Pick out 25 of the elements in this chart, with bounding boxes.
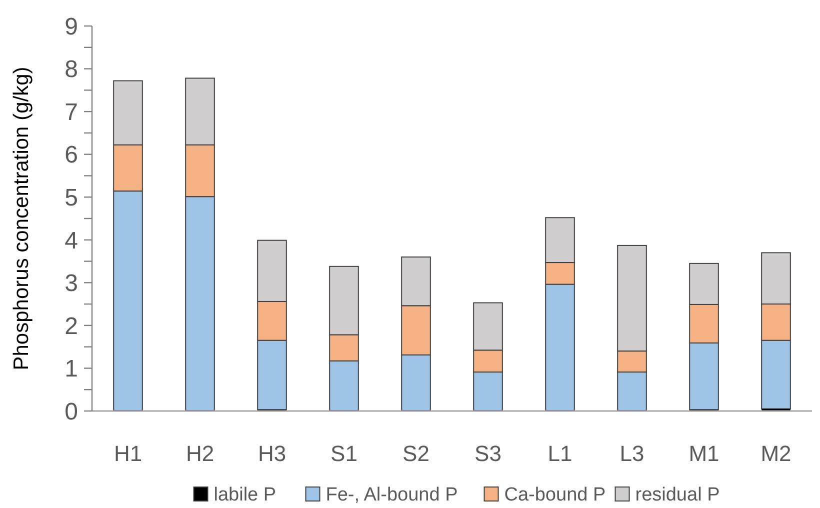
y-tick-label: 4 [64,227,78,254]
x-tick-label: L1 [548,441,572,466]
x-tick-label: S3 [474,441,502,466]
legend-label: residual P [635,484,720,506]
y-tick-label: 1 [64,356,78,383]
legend-label: Fe-, Al-bound P [326,484,458,506]
y-tick-label: 0 [64,398,78,426]
x-tick-label: H2 [186,441,214,466]
x-tick-label: L3 [620,441,644,466]
x-tick-label: S1 [330,441,358,466]
y-tick-label: 9 [64,13,78,40]
y-tick-label: 7 [64,98,78,126]
y-tick-label: 6 [64,142,78,169]
legend-label: labile P [214,484,276,506]
y-tick-label: 2 [64,312,78,340]
x-tick-label: H3 [258,441,286,466]
x-tick-label: M2 [760,441,792,466]
legend-label: Ca-bound P [504,484,606,506]
y-tick-label: 5 [64,184,78,212]
x-tick-label: M1 [688,441,720,466]
y-tick-label: 8 [64,56,78,84]
y-axis-title: Phosphorus concentration (g/kg) [10,66,33,370]
y-tick-label: 3 [64,270,78,298]
x-tick-label: H1 [114,441,142,466]
x-tick-label: S2 [402,441,430,466]
